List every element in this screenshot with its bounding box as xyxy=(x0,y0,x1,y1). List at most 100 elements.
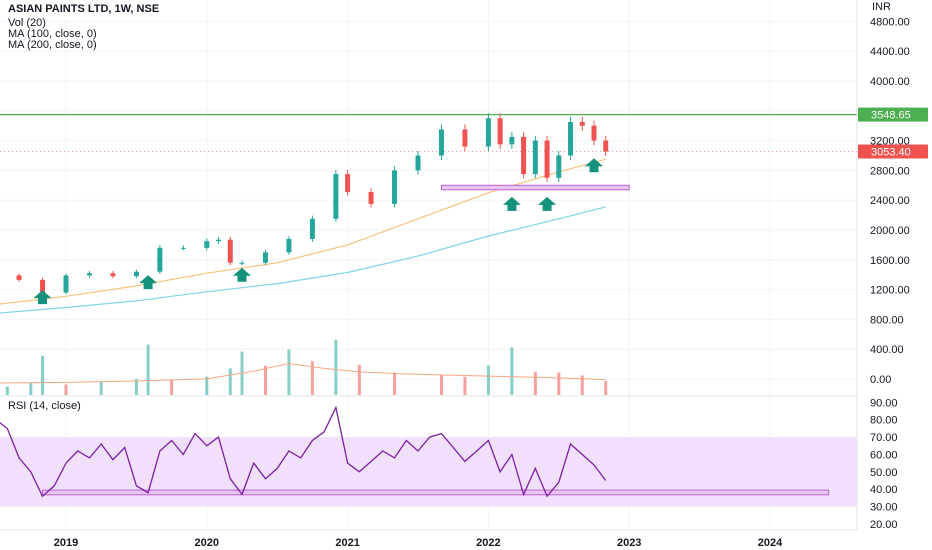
candle-body xyxy=(579,121,585,126)
time-tick-label: 2019 xyxy=(54,537,78,549)
volume-bar xyxy=(29,382,33,395)
price-tick-label: 0.00 xyxy=(870,374,891,386)
volume-bar xyxy=(205,376,209,395)
candle-body xyxy=(110,273,116,277)
candle-body xyxy=(521,136,527,175)
candle-body xyxy=(286,238,292,253)
price-tick-label: 2000.00 xyxy=(870,225,910,237)
buy-arrow-icon xyxy=(502,196,521,211)
price-tick-label: 1200.00 xyxy=(870,285,910,297)
volume-bar xyxy=(228,368,232,395)
buy-arrow-icon xyxy=(139,275,158,290)
rsi-title[interactable]: RSI (14, close) xyxy=(8,400,81,412)
candle-body xyxy=(133,271,139,277)
volume-bar xyxy=(604,381,608,395)
candle-body xyxy=(591,125,597,141)
candle-body xyxy=(227,239,233,263)
volume-bar xyxy=(41,355,45,395)
candle-body xyxy=(556,155,562,178)
rsi-band xyxy=(0,437,857,507)
candle-body xyxy=(333,174,339,219)
rsi-tick-label: 40.00 xyxy=(870,484,898,496)
resistance-badge: 3548.65 xyxy=(858,107,928,122)
rsi-tick-label: 30.00 xyxy=(870,502,898,514)
candle-body xyxy=(544,140,550,178)
last-price-badge-label: 3053.40 xyxy=(871,147,911,159)
candle-body xyxy=(345,174,351,193)
volume-bar xyxy=(287,349,291,395)
volume-bar xyxy=(334,339,338,395)
volume-bar xyxy=(393,372,397,395)
candle-body xyxy=(204,241,210,248)
candle-body xyxy=(603,140,609,152)
candle-body xyxy=(180,247,186,249)
volume-bar xyxy=(310,361,314,395)
legend-ma100[interactable]: MA (100, close, 0) xyxy=(8,28,97,40)
candle-body xyxy=(415,155,421,171)
volume-bar xyxy=(146,344,150,395)
legend-ma200[interactable]: MA (200, close, 0) xyxy=(8,39,97,51)
time-axis[interactable]: 2019 2020 2021 2022 2023 2024 xyxy=(54,537,783,549)
resistance-badge-bg xyxy=(858,107,928,122)
rsi-support-zone xyxy=(42,489,830,496)
candle-body xyxy=(309,218,315,239)
last-price-badge: 3053.40 xyxy=(858,144,928,159)
volume-bar xyxy=(357,364,361,395)
volume-ma-line xyxy=(0,362,606,384)
price-tick-label: 800.00 xyxy=(870,314,904,326)
candle-body xyxy=(568,121,574,156)
price-tick-label: 2400.00 xyxy=(870,195,910,207)
volume-bar xyxy=(580,375,584,395)
time-tick-label: 2024 xyxy=(758,537,783,549)
volume-bar xyxy=(170,379,174,395)
candle-body xyxy=(438,129,444,156)
buy-arrow-icon xyxy=(33,290,52,305)
candle-body xyxy=(86,273,92,276)
buy-arrow-icon xyxy=(233,267,251,282)
candle-body xyxy=(368,192,374,204)
candle-body xyxy=(485,118,491,147)
price-tick-label: 400.00 xyxy=(870,344,904,356)
candle-body xyxy=(262,252,268,263)
price-support-zone xyxy=(440,184,630,191)
rsi-tick-label: 60.00 xyxy=(870,449,898,461)
volume-bar xyxy=(99,381,103,395)
price-tick-label: 2800.00 xyxy=(870,165,910,177)
volume-bar xyxy=(533,371,537,395)
last-price-badge-bg xyxy=(858,144,928,159)
resistance-badge-label: 3548.65 xyxy=(871,110,911,122)
price-axis[interactable]: 7200.006800.006400.006000.005600.005200.… xyxy=(870,0,910,386)
time-tick-label: 2023 xyxy=(617,537,641,549)
ma100-line xyxy=(0,158,606,305)
volume-bar xyxy=(463,376,467,395)
volume-bar xyxy=(557,372,561,395)
rsi-line xyxy=(0,405,607,498)
candle-body xyxy=(532,140,538,175)
volume-bar xyxy=(5,386,9,395)
volume-bar xyxy=(64,384,68,395)
candle-body xyxy=(497,118,503,145)
candle-body xyxy=(462,129,468,147)
currency-label: INR xyxy=(872,1,891,13)
buy-arrows xyxy=(33,158,603,305)
buy-arrow-icon xyxy=(538,196,557,211)
rsi-tick-label: 80.00 xyxy=(870,415,898,427)
rsi-axis[interactable]: 90.00 80.00 70.00 60.00 50.00 40.00 30.00 20.00 xyxy=(870,397,898,531)
price-tick-label: 4000.00 xyxy=(870,76,910,88)
legend-vol[interactable]: Vol (20) xyxy=(8,17,46,29)
volume-bar xyxy=(486,365,490,395)
time-tick-label: 2022 xyxy=(476,537,500,549)
candlesticks xyxy=(16,113,609,295)
rsi-tick-label: 20.00 xyxy=(870,519,898,531)
price-tick-label: 4400.00 xyxy=(870,46,910,58)
chart-title: ASIAN PAINTS LTD, 1W, NSE xyxy=(8,3,160,15)
rsi-tick-label: 90.00 xyxy=(870,397,898,409)
price-tick-label: 1600.00 xyxy=(870,255,910,267)
time-tick-label: 2020 xyxy=(195,537,219,549)
time-tick-label: 2021 xyxy=(335,537,359,549)
ma200-line xyxy=(0,206,606,314)
volume-bar xyxy=(439,374,443,395)
volume-bar xyxy=(263,365,267,395)
candle-body xyxy=(40,279,46,293)
